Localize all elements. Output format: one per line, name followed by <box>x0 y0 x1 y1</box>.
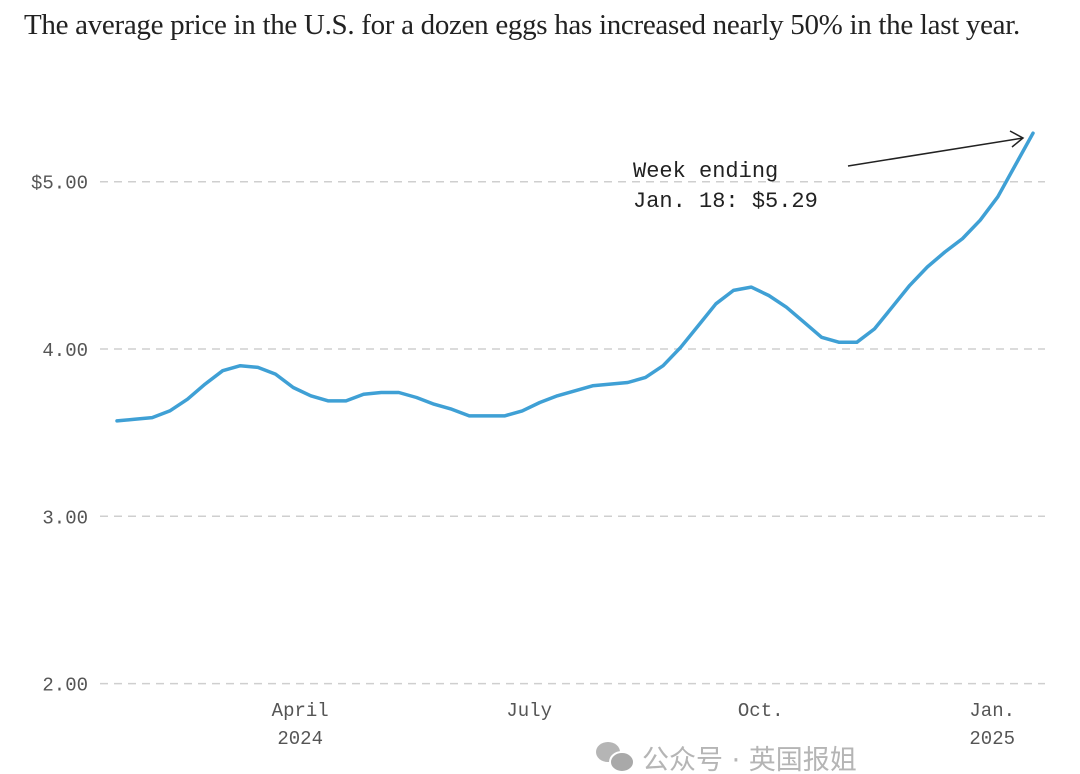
y-tick-label: 4.00 <box>42 340 88 362</box>
chart-title: The average price in the U.S. for a doze… <box>24 9 1020 41</box>
x-tick-year: 2024 <box>277 728 323 750</box>
annotation-arrow-line <box>847 137 1024 167</box>
x-tick-label: Oct. <box>738 700 784 722</box>
annotation-line2: Jan. 18: $5.29 <box>633 189 818 214</box>
watermark: 公众号 · 英国报姐 <box>596 742 857 774</box>
arrow-head-icon <box>1009 130 1025 148</box>
x-tick-year: 2025 <box>969 728 1015 750</box>
x-tick-label: April <box>272 700 329 722</box>
x-tick-label: July <box>506 700 552 722</box>
annotation-line1: Week ending <box>633 159 778 184</box>
y-tick-label: 3.00 <box>42 507 88 529</box>
annotation: Week ending Jan. 18: $5.29 <box>633 130 1025 214</box>
y-tick-label: 2.00 <box>42 675 88 697</box>
x-tick-label: Jan. <box>969 700 1015 722</box>
series-line <box>115 131 1035 423</box>
wechat-icon <box>596 742 635 773</box>
watermark-text: 公众号 · 英国报姐 <box>642 745 857 774</box>
y-tick-label: $5.00 <box>31 173 88 195</box>
